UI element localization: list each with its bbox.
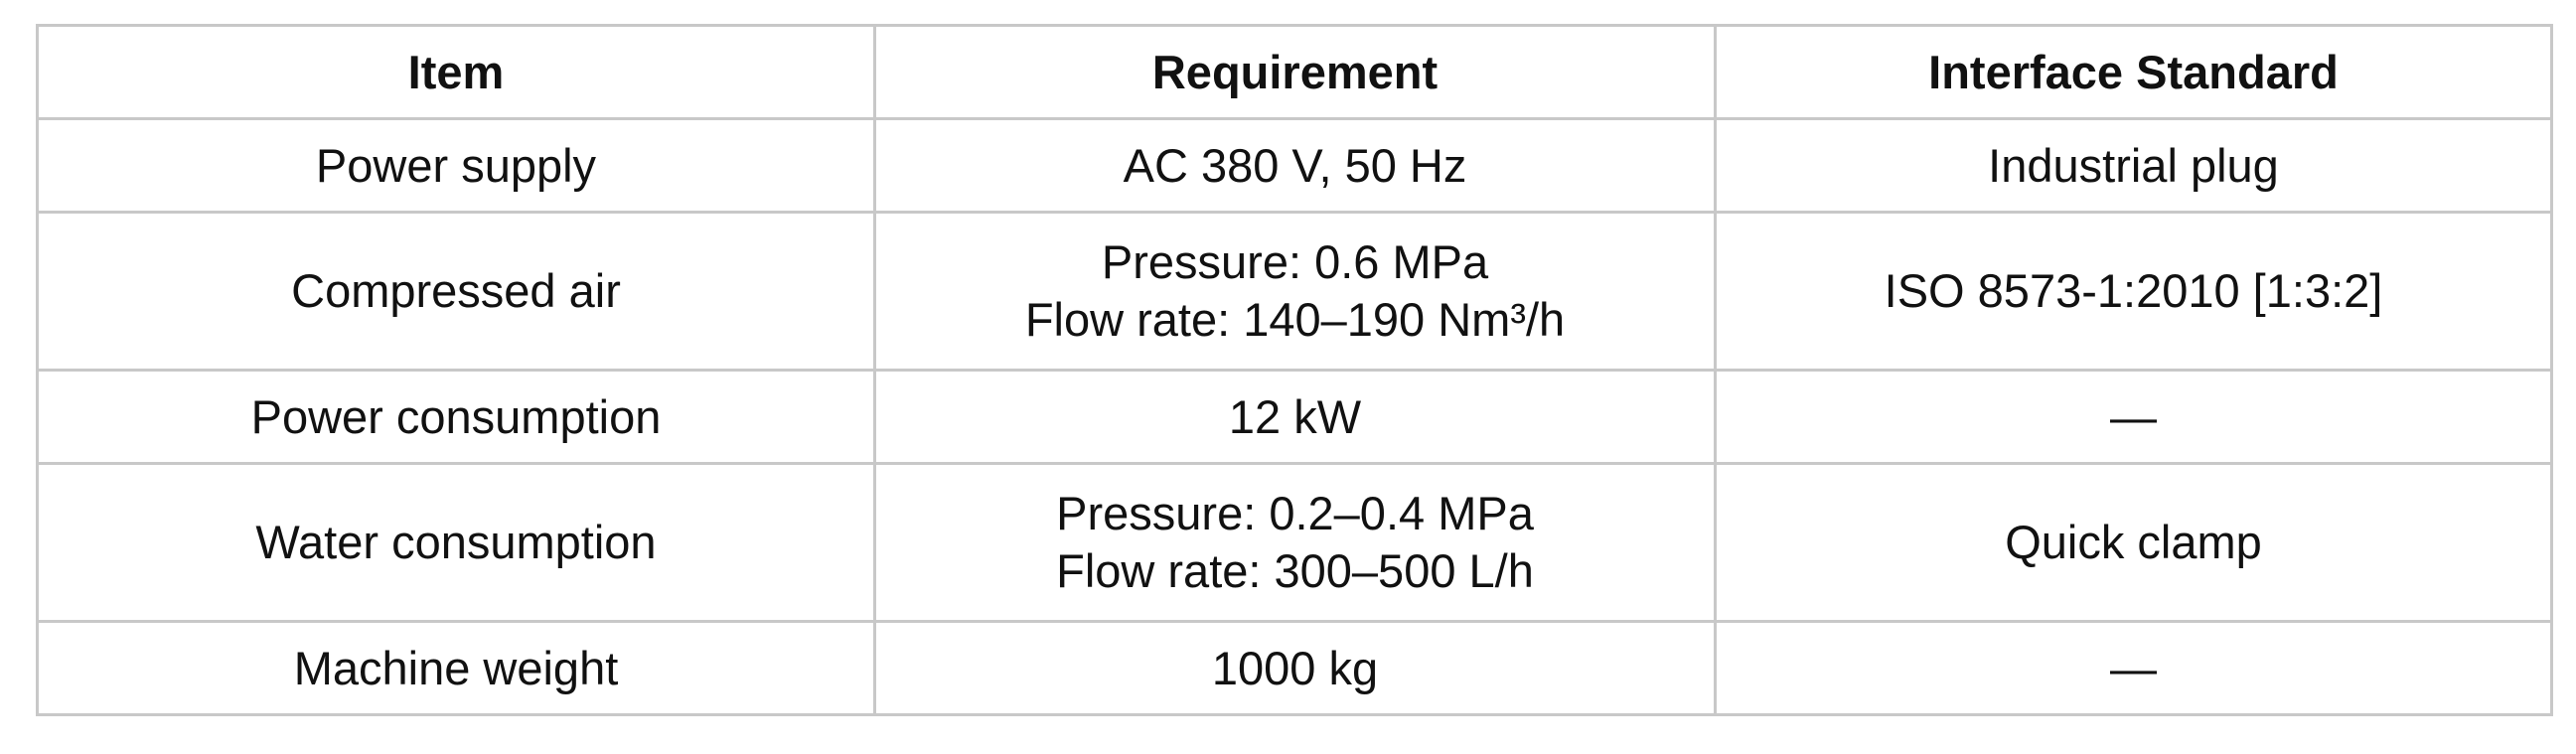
table-row: Power consumption 12 kW — — [36, 369, 2553, 465]
requirements-table: Item Requirement Interface Standard Powe… — [36, 24, 2553, 716]
table-row: Machine weight 1000 kg — — [36, 620, 2553, 716]
cell-item: Compressed air — [36, 211, 876, 372]
requirement-line: 12 kW — [1228, 389, 1362, 443]
requirement-line: Flow rate: 140–190 Nm³/h — [1024, 293, 1566, 346]
cell-interface: — — [1714, 369, 2553, 465]
table-row: Water consumption Pressure: 0.2–0.4 MPa … — [36, 462, 2553, 623]
requirement-line: Pressure: 0.2–0.4 MPa — [1056, 487, 1534, 539]
cell-requirement: Pressure: 0.2–0.4 MPa Flow rate: 300–500… — [873, 462, 1717, 623]
requirement-line: Pressure: 0.6 MPa — [1101, 235, 1489, 288]
cell-interface: Industrial plug — [1714, 117, 2553, 214]
cell-requirement: 12 kW — [873, 369, 1717, 465]
table-row: Compressed air Pressure: 0.6 MPa Flow ra… — [36, 211, 2553, 372]
cell-item: Power consumption — [36, 369, 876, 465]
header-item: Item — [36, 24, 876, 120]
header-requirement: Requirement — [873, 24, 1717, 120]
cell-requirement: Pressure: 0.6 MPa Flow rate: 140–190 Nm³… — [873, 211, 1717, 372]
cell-item: Machine weight — [36, 620, 876, 716]
cell-requirement: 1000 kg — [873, 620, 1717, 716]
cell-item: Power supply — [36, 117, 876, 214]
requirement-line: 1000 kg — [1211, 641, 1379, 694]
requirement-line: Flow rate: 300–500 L/h — [1056, 544, 1534, 597]
cell-interface: Quick clamp — [1714, 462, 2553, 623]
cell-requirement: AC 380 V, 50 Hz — [873, 117, 1717, 214]
cell-interface: — — [1714, 620, 2553, 716]
cell-interface: ISO 8573-1:2010 [1:3:2] — [1714, 211, 2553, 372]
requirement-line: AC 380 V, 50 Hz — [1123, 138, 1467, 192]
cell-item: Water consumption — [36, 462, 876, 623]
header-interface-standard: Interface Standard — [1714, 24, 2553, 120]
header-row: Item Requirement Interface Standard — [36, 24, 2553, 120]
table-row: Power supply AC 380 V, 50 Hz Industrial … — [36, 117, 2553, 214]
